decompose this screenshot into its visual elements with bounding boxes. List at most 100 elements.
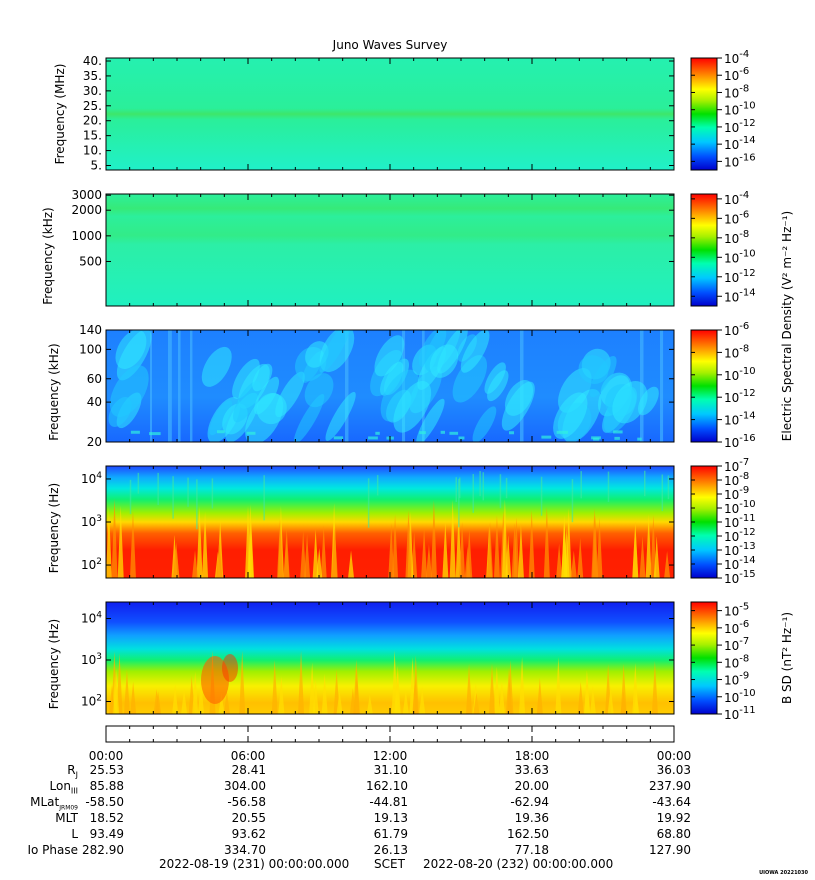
panel-5-ytick-label: 104 [81, 611, 102, 626]
panel-3-streak [637, 437, 642, 441]
ephemeris-value: 304.00 [224, 779, 266, 793]
panel-3-streak [393, 381, 432, 433]
footer-scet: SCET [374, 857, 406, 871]
panel-3-streak [509, 431, 515, 435]
panel-5-spike [271, 659, 278, 714]
panel-4-spike [459, 521, 466, 578]
panel-5-spike [278, 676, 285, 714]
panel-3-streak [612, 380, 648, 424]
colorbar-tick-label: 10-10 [724, 248, 756, 265]
panel-1-ytick-label: 25. [83, 99, 102, 113]
panel-5-spike [113, 668, 120, 714]
panel-3-streak [275, 371, 305, 418]
ephemeris-value: 237.90 [649, 779, 691, 793]
panel-1-ytick-label: 5. [91, 159, 102, 173]
panel-5-spike [419, 686, 426, 714]
panel-4-spike [667, 475, 670, 500]
panel-5-spike [192, 671, 199, 714]
colorbar-label-magnetic: B SD (nT² Hz⁻¹) [780, 612, 794, 704]
colorbar-tick-label: 10-14 [724, 411, 756, 428]
time-label: 00:00 [89, 749, 124, 763]
colorbar-tick-label: 10-6 [724, 209, 749, 226]
colorbar-tick-label: 10-5 [724, 602, 749, 619]
panel-5-spike [412, 655, 419, 714]
panel-4-spike [173, 541, 180, 578]
panel-3-streak [201, 346, 232, 387]
footer-start: 2022-08-19 (231) 00:00:00.000 [159, 857, 349, 871]
colorbar-tick-label: 10-6 [724, 66, 749, 83]
ephemeris-value: 93.49 [89, 827, 124, 841]
panel-3-streak [252, 363, 273, 392]
panel-3-ytick-label: 100 [79, 342, 102, 356]
ephemeris-value: 18.52 [89, 811, 124, 825]
panel-1-ytick-label: 35. [83, 69, 102, 83]
colorbar-tick-label: 10-12 [724, 388, 756, 405]
colorbar-tick-label: 10-8 [724, 343, 749, 360]
panel-3-streak [319, 330, 351, 373]
colorbar-tick-label: 10-10 [724, 688, 756, 705]
panel-4-spike [596, 517, 603, 578]
panel-3-streak [578, 355, 609, 384]
panel-3-streak [440, 430, 445, 434]
panel-4-spike [202, 511, 209, 578]
ephemeris-value: 19.92 [656, 811, 691, 825]
panel-4-ytick-label: 104 [81, 471, 102, 486]
panel-3-vertical-line [190, 330, 193, 442]
ephemeris-value: 19.36 [514, 811, 549, 825]
panel-4-spike [493, 515, 500, 578]
panel-4-spike [661, 474, 664, 512]
panel-3-emission-streaks [108, 330, 664, 442]
ephemeris-value: 162.50 [507, 827, 549, 841]
panel-4-spike [643, 470, 646, 497]
ephemeris-value: 68.80 [656, 827, 691, 841]
time-labels: 00:00 06:00 12:00 18:00 00:00 [89, 749, 692, 763]
panel-4-spike [196, 479, 198, 530]
panel-4-spike [137, 472, 140, 494]
panel-4-spike [276, 519, 283, 578]
panel-4-spike [543, 506, 550, 578]
panel-5-spike [488, 663, 495, 714]
panel-3-ytick-label: 60 [87, 372, 102, 386]
ephemeris-label: Io Phase [27, 843, 78, 857]
panel-1-ytick-label: 20. [83, 114, 102, 128]
panel-1-ytick-label: 15. [83, 129, 102, 143]
panel-5-spike [505, 668, 512, 714]
panel-3-vertical-line [660, 330, 664, 442]
panel-4-spike [570, 550, 577, 578]
panel-4-spike [511, 522, 518, 578]
ephemeris-value: 282.90 [82, 843, 124, 857]
panel-4-spike [645, 513, 652, 578]
panel-4-spike [405, 510, 412, 578]
panel-3-streak [375, 431, 380, 435]
panel-4-ytick-label: 103 [81, 514, 102, 529]
ephemeris-value: 93.62 [231, 827, 266, 841]
panel-5-spike [589, 685, 596, 714]
panel-2-ytick-label: 1000 [71, 229, 102, 243]
ephemeris-value: 61.79 [373, 827, 408, 841]
panel-2-ytick-label: 500 [79, 254, 102, 268]
panel-3-ylabel: Frequency (kHz) [47, 343, 61, 440]
panel-4-spike [501, 499, 508, 578]
colorbar-tick-label: 10-8 [724, 83, 749, 100]
panel-5-spike [519, 656, 526, 714]
panel-4-spike [499, 474, 502, 509]
ephemeris-value: 19.13 [373, 811, 408, 825]
panel-4-spike [283, 537, 290, 578]
colorbar-tick-label: 10-4 [724, 190, 749, 207]
panel-4-spike [505, 477, 508, 499]
panel-4-spike [348, 550, 355, 578]
panel-3-vertical-line [168, 330, 172, 442]
panel-3-streak [108, 396, 132, 427]
footer-end: 2022-08-20 (232) 00:00:00.000 [423, 857, 613, 871]
panel-5-spike [336, 690, 343, 714]
panel-3-streak [380, 361, 404, 396]
panel-5-spike [583, 669, 590, 714]
panel-3-ytick-label: 140 [79, 323, 102, 337]
colorbar-tick-label: 10-10 [724, 366, 756, 383]
colorbar-tick-label: 10-14 [724, 287, 756, 304]
panel-4-spike [248, 519, 255, 578]
panel-5-spike [108, 684, 115, 714]
panel-5-spike [239, 650, 246, 714]
panel-4-spike [653, 536, 660, 578]
